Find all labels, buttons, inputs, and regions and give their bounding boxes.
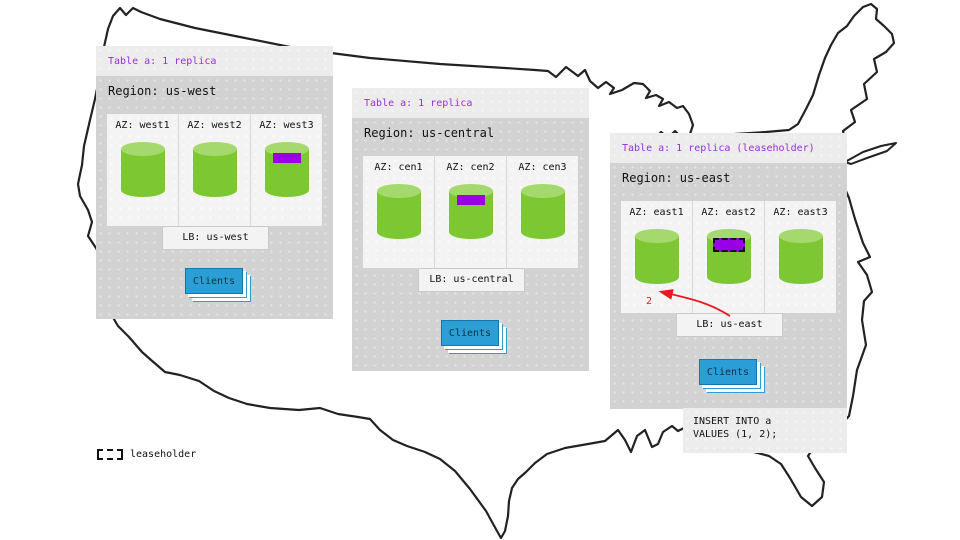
az-column-cen2: AZ: cen2 [434,156,506,268]
load-balancer-label: LB: us-east [676,313,783,337]
sql-line: INSERT INTO a [693,416,772,427]
table-replica-title: Table a: 1 replica [352,88,589,118]
region-label: Region: us-east [622,171,731,185]
az-label: AZ: west1 [115,120,170,131]
table-replica-title: Table a: 1 replica [96,46,333,76]
arrow-step-label: 2 [646,296,653,307]
az-box: AZ: west1 AZ: west2 AZ: west3 [107,114,322,226]
clients-button[interactable]: Clients [699,359,757,385]
clients-button[interactable]: Clients [441,320,499,346]
sql-line: VALUES (1, 2); [693,429,778,440]
az-column-east3: AZ: east3 [764,201,836,313]
az-label: AZ: west2 [187,120,242,131]
database-cylinder-icon [448,183,494,241]
database-cylinder-icon [634,228,680,286]
az-label: AZ: east2 [701,207,756,218]
region-label: Region: us-west [108,84,217,98]
region-panel-us-central: Table a: 1 replica Region: us-central AZ… [352,88,589,371]
table-replica-title: Table a: 1 replica (leaseholder) [610,133,847,163]
region-panel-body: Region: us-east AZ: east1 AZ: east2 [610,163,847,409]
database-cylinder-icon [376,183,422,241]
az-box: AZ: east1 AZ: east2 AZ: east3 [621,201,836,313]
replica-marker [456,195,485,205]
database-cylinder-icon [778,228,824,286]
az-column-west2: AZ: west2 [178,114,250,226]
region-panel-body: Region: us-central AZ: cen1 AZ: cen2 [352,118,589,371]
database-cylinder-icon [192,141,238,199]
az-box: AZ: cen1 AZ: cen2 AZ: cen3 [363,156,578,268]
az-label: AZ: cen2 [446,162,495,173]
replica-marker [272,153,301,163]
az-label: AZ: cen3 [518,162,567,173]
database-cylinder-icon [520,183,566,241]
az-label: AZ: east3 [773,207,828,218]
region-panel-body: Region: us-west AZ: west1 AZ: west2 [96,76,333,319]
leaseholder-legend: leaseholder [97,449,196,460]
sql-insert-note: INSERT INTO a VALUES (1, 2); [683,408,847,453]
clients-button[interactable]: Clients [185,268,243,294]
az-column-west3: AZ: west3 [250,114,322,226]
az-column-east1: AZ: east1 [621,201,692,313]
az-label: AZ: cen1 [374,162,423,173]
database-cylinder-icon [706,228,752,286]
az-column-east2: AZ: east2 [692,201,764,313]
az-label: AZ: west3 [259,120,314,131]
database-cylinder-icon [264,141,310,199]
region-label: Region: us-central [364,126,495,140]
az-label: AZ: east1 [629,207,684,218]
load-balancer-label: LB: us-central [418,268,525,292]
az-column-west1: AZ: west1 [107,114,178,226]
load-balancer-label: LB: us-west [162,226,269,250]
leaseholder-marker [712,238,745,252]
az-column-cen1: AZ: cen1 [363,156,434,268]
leaseholder-legend-label: leaseholder [130,449,197,460]
region-panel-us-east: Table a: 1 replica (leaseholder) Region:… [610,133,847,409]
database-cylinder-icon [120,141,166,199]
region-panel-us-west: Table a: 1 replica Region: us-west AZ: w… [96,46,333,319]
leaseholder-legend-swatch [97,449,123,460]
az-column-cen3: AZ: cen3 [506,156,578,268]
